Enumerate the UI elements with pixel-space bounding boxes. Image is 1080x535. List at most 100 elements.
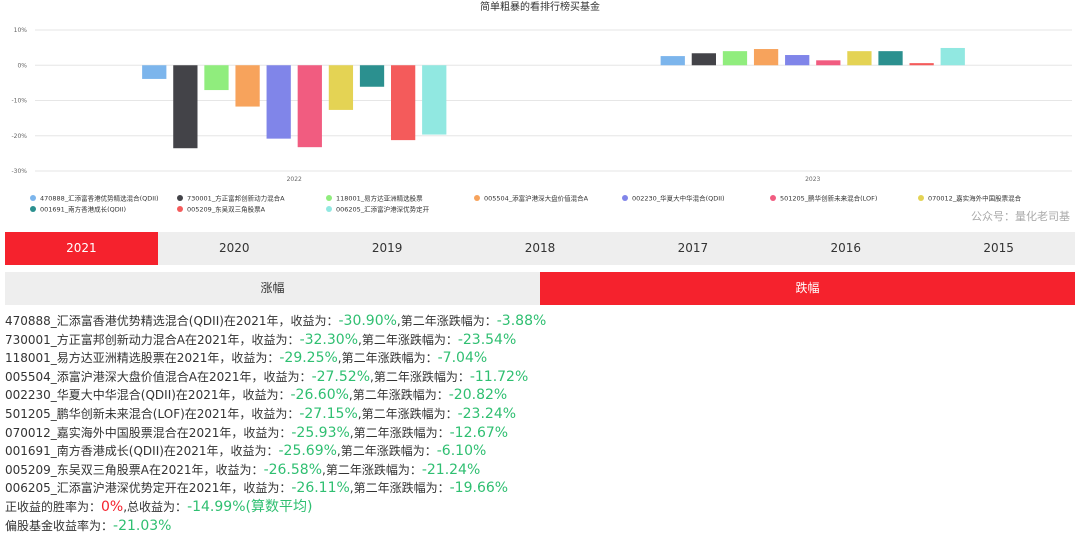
- chart: 简单粗暴的看排行榜买基金 公众号：量化老司基 10% 0% -10% -20% -30%…: [11, 0, 1072, 223]
- result-list: 470888_汇添富香港优势精选混合(QDII)在2021年，收益为：-30.9…: [5, 312, 546, 535]
- result-text: ,第二年涨跌幅为：: [358, 332, 458, 347]
- summary-value: -14.99%(算数平均): [187, 498, 313, 515]
- legend-marker: [326, 195, 332, 201]
- result-text: 005504_添富沪港深大盘价值混合A在2021年，收益为：: [5, 369, 312, 384]
- year-tab[interactable]: 2021: [5, 232, 158, 265]
- y-tick-label: 0%: [17, 62, 27, 69]
- bar: [422, 65, 447, 135]
- result-line: 730001_方正富邦创新动力混合A在2021年，收益为：-32.30%,第二年…: [5, 331, 546, 350]
- bar: [391, 65, 416, 141]
- legend-marker: [918, 195, 924, 201]
- legend-label: 001691_南方香港成长(QDII): [40, 205, 126, 214]
- result-value: -6.10%: [436, 443, 487, 460]
- bar: [909, 63, 934, 66]
- result-text: ,第二年涨跌幅为：: [349, 481, 450, 496]
- chart-title: 简单粗暴的看排行榜买基金: [480, 0, 600, 13]
- bar: [142, 65, 167, 79]
- legend-label: 501205_鹏华创新未来混合(LOF): [780, 194, 877, 203]
- bar: [753, 49, 779, 66]
- result-text: 005209_东吴双三角股票A在2021年，收益为：: [5, 462, 264, 477]
- result-line: 005209_东吴双三角股票A在2021年，收益为：-26.58%,第二年涨跌幅…: [5, 461, 546, 480]
- legend-label: 470888_汇添富香港优势精选混合(QDII): [40, 194, 159, 203]
- legend-marker: [474, 195, 480, 201]
- legend-marker: [177, 206, 183, 212]
- summary-text: 正收益的胜率为：: [5, 499, 102, 514]
- bar: [878, 51, 903, 66]
- bar: [940, 47, 965, 66]
- result-value: -25.69%: [278, 443, 337, 460]
- year-tab[interactable]: 2015: [983, 241, 1014, 255]
- bar: [297, 65, 322, 148]
- result-text: 118001_易方达亚洲精选股票在2021年，收益为：: [5, 351, 280, 366]
- year-tab[interactable]: 2018: [524, 241, 556, 255]
- result-value: -7.04%: [437, 350, 488, 367]
- legend-marker: [177, 195, 183, 201]
- result-text: ,第二年涨跌幅为：: [370, 369, 470, 384]
- year-tabs: 2021 2020 2019 2018 2017 2016 2015: [5, 232, 1075, 265]
- result-value: -29.25%: [279, 350, 338, 367]
- year-tab[interactable]: 2019: [371, 241, 403, 255]
- summary-line: 偏股基金收益率为：-21.03%: [5, 517, 546, 535]
- result-line: 002230_华夏大中华混合(QDII)在2021年，收益为：-26.60%,第…: [5, 386, 546, 405]
- legend-label: 005504_添富沪港深大盘价值混合A: [484, 194, 589, 203]
- result-value: -26.11%: [291, 480, 350, 497]
- legend-label: 005209_东吴双三角股票A: [187, 205, 266, 214]
- year-tab[interactable]: 2016: [830, 241, 861, 255]
- x-tick-label: 2022: [287, 176, 302, 183]
- result-line: 470888_汇添富香港优势精选混合(QDII)在2021年，收益为：-30.9…: [5, 312, 546, 331]
- x-tick-label: 2023: [805, 176, 820, 183]
- result-text: ,第二年涨跌幅为：: [349, 425, 450, 440]
- sort-tab[interactable]: 涨幅: [260, 281, 285, 295]
- summary-line: 正收益的胜率为：0%,总收益为：-14.99%(算数平均): [5, 498, 546, 517]
- summary-text: ,总收益为：: [123, 499, 188, 514]
- result-text: 470888_汇添富香港优势精选混合(QDII)在2021年，收益为：: [5, 314, 339, 328]
- result-text: ,第二年涨跌幅为：: [348, 388, 449, 403]
- result-value: -21.24%: [421, 461, 481, 478]
- result-value: -3.88%: [496, 313, 547, 329]
- result-value: -23.54%: [457, 331, 517, 348]
- bar: [204, 65, 229, 91]
- sort-tabs: 涨幅 跌幅: [5, 272, 1075, 305]
- result-value: -27.52%: [311, 368, 370, 385]
- bar: [722, 51, 748, 66]
- sort-tab[interactable]: 跌幅: [540, 272, 1075, 305]
- year-tab[interactable]: 2020: [219, 241, 250, 255]
- legend-label: 006205_汇添富沪港深优势定开: [336, 205, 430, 214]
- result-line: 118001_易方达亚洲精选股票在2021年，收益为：-29.25%,第二年涨跌…: [5, 349, 546, 368]
- y-tick-label: 10%: [14, 27, 28, 34]
- result-text: 501205_鹏华创新未来混合(LOF)在2021年，收益为：: [5, 406, 300, 421]
- result-value: -11.72%: [469, 368, 529, 385]
- bar: [785, 55, 810, 66]
- y-tick-label: -20%: [11, 133, 27, 140]
- result-value: -19.66%: [449, 480, 509, 497]
- bar: [266, 65, 291, 139]
- result-value: -26.60%: [290, 387, 349, 404]
- result-line: 501205_鹏华创新未来混合(LOF)在2021年，收益为：-27.15%,第…: [5, 405, 546, 424]
- watermark: 公众号：量化老司基: [971, 209, 1070, 223]
- result-line: 006205_汇添富沪港深优势定开在2021年，收益为：-26.11%,第二年涨…: [5, 479, 546, 498]
- summary-text: 偏股基金收益率为：: [5, 518, 114, 533]
- legend-label: 070012_嘉实海外中国股票混合: [928, 194, 1022, 203]
- legend-label: 730001_方正富邦创新动力混合A: [187, 194, 285, 203]
- summary-value: -21.03%: [113, 517, 172, 534]
- result-value: -20.82%: [448, 387, 508, 404]
- result-line: 070012_嘉实海外中国股票混合在2021年，收益为：-25.93%,第二年涨…: [5, 424, 546, 443]
- result-value: -26.58%: [263, 461, 322, 478]
- result-text: 730001_方正富邦创新动力混合A在2021年，收益为：: [5, 332, 300, 347]
- result-text: ,第二年涨跌幅为：: [336, 444, 437, 459]
- result-text: ,第二年涨跌幅为：: [396, 314, 497, 328]
- bar: [173, 65, 198, 149]
- result-value: -12.67%: [449, 424, 509, 441]
- legend-label: 002230_华夏大中华混合(QDII): [632, 194, 725, 203]
- result-line: 001691_南方香港成长(QDII)在2021年，收益为：-25.69%,第二…: [5, 442, 546, 461]
- result-text: ,第二年涨跌幅为：: [357, 406, 458, 421]
- bar: [660, 56, 685, 66]
- result-text: ,第二年涨跌幅为：: [322, 462, 422, 477]
- result-text: 002230_华夏大中华混合(QDII)在2021年，收益为：: [5, 388, 291, 403]
- legend-marker: [30, 206, 36, 212]
- legend-marker: [30, 195, 36, 201]
- year-tab[interactable]: 2017: [677, 241, 709, 255]
- bar: [359, 65, 385, 87]
- result-value: -30.90%: [338, 313, 397, 329]
